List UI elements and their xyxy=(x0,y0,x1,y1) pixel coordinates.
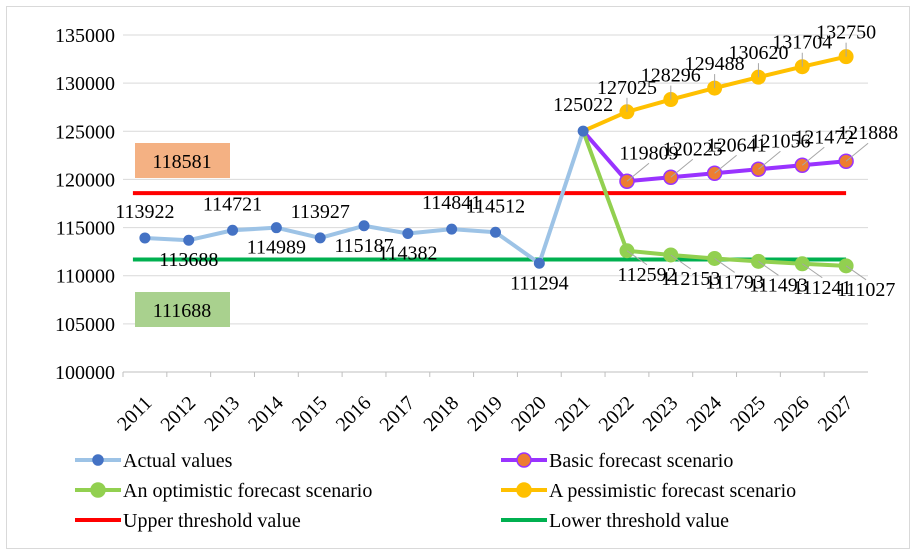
data-point xyxy=(446,223,458,235)
data-label: 111027 xyxy=(837,279,896,301)
legend-label: A pessimistic forecast scenario xyxy=(549,480,796,502)
threshold-label-box xyxy=(135,292,230,327)
x-tick-label: 2019 xyxy=(463,392,507,436)
y-tick-label: 135000 xyxy=(55,25,115,47)
leader-line xyxy=(758,150,781,170)
data-point xyxy=(270,222,282,234)
data-label: 128296 xyxy=(641,65,701,87)
data-label: 111493 xyxy=(749,274,808,296)
x-tick-label: 2018 xyxy=(419,392,463,436)
leader-line xyxy=(801,146,825,166)
data-label: 121472 xyxy=(794,126,854,148)
data-label: 120641 xyxy=(707,134,767,156)
y-tick-label: 105000 xyxy=(55,314,115,336)
threshold-label: 118581 xyxy=(152,151,211,173)
data-label: 112592 xyxy=(617,264,676,286)
data-label: 114512 xyxy=(466,195,525,217)
data-label: 132750 xyxy=(816,22,876,44)
data-label: 111294 xyxy=(510,272,569,294)
x-tick-label: 2016 xyxy=(332,392,376,436)
legend-swatch-marker xyxy=(92,454,104,466)
threshold-label: 111688 xyxy=(153,300,212,322)
x-tick-label: 2026 xyxy=(770,392,814,436)
data-label: 127025 xyxy=(597,77,657,99)
data-label: 113922 xyxy=(115,201,174,223)
data-point xyxy=(490,226,501,238)
legend-label: Actual values xyxy=(123,450,233,472)
data-label: 125022 xyxy=(553,94,613,116)
y-tick-label: 100000 xyxy=(55,362,115,384)
legend-label: An optimistic forecast scenario xyxy=(123,480,372,502)
leader-line xyxy=(626,162,650,182)
x-tick-label: 2014 xyxy=(244,392,288,436)
data-point xyxy=(619,243,635,259)
x-tick-label: 2020 xyxy=(507,392,551,436)
data-label: 120225 xyxy=(663,138,723,160)
legend-swatch-marker xyxy=(90,482,106,498)
data-point xyxy=(577,125,589,137)
data-point xyxy=(314,232,326,244)
x-tick-label: 2017 xyxy=(376,392,420,436)
x-tick-label: 2025 xyxy=(726,392,770,436)
data-label: 113688 xyxy=(159,249,218,271)
data-label: 114841 xyxy=(422,192,481,214)
data-point xyxy=(183,234,195,246)
legend-swatch-marker xyxy=(516,482,532,498)
x-tick-label: 2022 xyxy=(595,392,639,436)
legend-label: Lower threshold value xyxy=(549,510,729,532)
legend-swatch-marker xyxy=(516,452,532,468)
leader-line xyxy=(670,158,694,178)
y-tick-label: 125000 xyxy=(55,121,115,143)
x-tick-label: 2012 xyxy=(156,392,200,436)
data-point xyxy=(358,220,370,232)
leader-line xyxy=(626,250,648,266)
data-label: 111241 xyxy=(793,277,852,299)
data-label: 112153 xyxy=(661,268,720,290)
data-label: 121056 xyxy=(750,130,810,152)
leader-line xyxy=(714,258,735,273)
leader-line xyxy=(845,142,869,162)
data-point xyxy=(139,232,151,244)
leader-line xyxy=(845,265,867,281)
data-point xyxy=(402,228,414,240)
x-tick-label: 2011 xyxy=(113,392,156,435)
data-label: 113927 xyxy=(291,201,350,223)
data-label: 114721 xyxy=(203,193,262,215)
x-tick-label: 2027 xyxy=(814,392,858,436)
leader-line xyxy=(670,254,692,270)
data-point xyxy=(227,224,239,236)
data-label: 115187 xyxy=(334,235,393,257)
leader-line xyxy=(714,154,737,174)
x-tick-label: 2021 xyxy=(551,392,595,436)
x-tick-label: 2013 xyxy=(200,392,244,436)
data-label: 111793 xyxy=(705,271,764,293)
data-label: 130620 xyxy=(728,42,788,64)
y-tick-label: 115000 xyxy=(56,218,115,240)
y-tick-label: 110000 xyxy=(56,266,115,288)
data-label: 114989 xyxy=(247,237,306,259)
y-tick-label: 130000 xyxy=(55,73,115,95)
chart-frame xyxy=(6,6,910,549)
data-label: 121888 xyxy=(838,122,898,144)
x-tick-label: 2015 xyxy=(288,392,332,436)
legend-label: Upper threshold value xyxy=(123,510,301,532)
threshold-label-box xyxy=(135,143,230,178)
x-tick-label: 2024 xyxy=(682,392,726,436)
data-label: 131704 xyxy=(772,32,832,54)
leader-line xyxy=(758,260,779,276)
data-label: 129488 xyxy=(685,53,745,75)
data-label: 119809 xyxy=(619,142,678,164)
data-point xyxy=(533,257,545,269)
data-label: 114382 xyxy=(378,243,437,265)
leader-line xyxy=(801,263,823,279)
x-tick-label: 2023 xyxy=(638,392,682,436)
legend-label: Basic forecast scenario xyxy=(549,450,733,472)
y-tick-label: 120000 xyxy=(55,169,115,191)
